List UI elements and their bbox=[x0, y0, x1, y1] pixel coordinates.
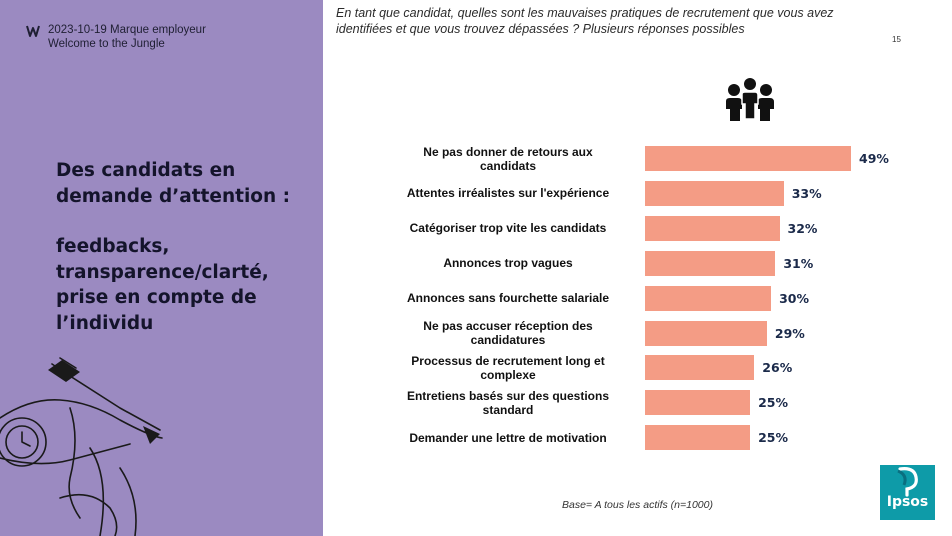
bar-value-label: 49% bbox=[859, 151, 889, 166]
bar-value-label: 25% bbox=[758, 395, 789, 411]
bar-value-label: 32% bbox=[787, 220, 818, 236]
bar-value-label: 29% bbox=[774, 325, 805, 341]
bar-label: Annonces sans fourchette salariale bbox=[383, 291, 633, 305]
bar-value-label: 33% bbox=[791, 185, 822, 201]
bar bbox=[645, 146, 851, 171]
bar-value-label: 26% bbox=[762, 360, 793, 376]
bar-label-line: complexe bbox=[480, 367, 536, 382]
bar-label-line: candidatures bbox=[470, 333, 546, 347]
ipsos-logo-text: Ipsos bbox=[886, 494, 929, 510]
bar bbox=[645, 390, 751, 416]
bar-label: Ne pas accuser réception des candidatures bbox=[383, 319, 633, 347]
bar-value-label: 30% bbox=[779, 290, 810, 306]
date-brand-text: 2023-10-19 Marque employeur bbox=[48, 24, 206, 36]
ipsos-logo: Ipsos bbox=[880, 465, 935, 520]
bar-label: Catégoriser trop vite les candidats bbox=[383, 221, 633, 235]
bar-label: Entretiens basés sur des questions standa… bbox=[383, 389, 633, 417]
bar-label: Demander une lettre de motivation bbox=[383, 431, 633, 445]
headline-line: demande d’attention : bbox=[56, 185, 291, 207]
bar-label: Processus de recrutement long et complexe bbox=[383, 354, 633, 382]
headline-line: feedbacks, bbox=[56, 236, 170, 257]
hand-watch-illustration bbox=[0, 357, 163, 536]
bar-label-line: Ne pas accuser réception des bbox=[423, 319, 593, 333]
headline-line: prise en compte de bbox=[56, 287, 257, 308]
bar-label-line: Entretiens basés sur des questions bbox=[406, 388, 610, 403]
bar-label-line: Demander une lettre de motivation bbox=[409, 430, 607, 445]
headline: Des candidats en demande d’attention : f… bbox=[56, 158, 306, 336]
company-name: Welcome to the Jungle bbox=[48, 38, 165, 50]
bar-value-label: 25% bbox=[758, 430, 789, 446]
bar bbox=[645, 425, 751, 451]
bar bbox=[645, 355, 755, 381]
bar-label-line: Annonces sans fourchette salariale bbox=[406, 291, 610, 306]
bar-label-line: standard bbox=[482, 402, 534, 417]
bar-label: Attentes irréalistes sur l'expérience bbox=[383, 186, 633, 200]
bar-label-line: Attentes irréalistes sur l'expérience bbox=[406, 186, 610, 201]
left-panel: 2023-10-19 Marque employeur Welcome to t… bbox=[0, 0, 323, 536]
bar-value-label: 31% bbox=[783, 255, 814, 271]
bar bbox=[645, 215, 780, 241]
bar bbox=[645, 250, 776, 276]
bar-label-line: Catégoriser trop vite les candidats bbox=[409, 221, 607, 236]
bar-label-line: Ne pas donner de retours aux bbox=[423, 144, 593, 159]
brand-header: 2023-10-19 Marque employeur Welcome to t… bbox=[26, 23, 206, 51]
bar-label: Ne pas donner de retours aux candidats bbox=[383, 145, 633, 173]
bar-label-line: Annonces trop vagues bbox=[443, 256, 573, 271]
bar bbox=[645, 180, 784, 206]
bar bbox=[645, 320, 767, 346]
people-group-icon bbox=[726, 78, 774, 121]
headline-line: transparence/clarté, bbox=[56, 261, 269, 283]
bar bbox=[645, 285, 772, 311]
bar-label-line: candidats bbox=[479, 158, 536, 173]
headline-line: Des candidats en bbox=[56, 160, 236, 181]
survey-question: En tant que candidat, quelles sont les m… bbox=[336, 6, 834, 36]
page-number: 15 bbox=[892, 35, 901, 44]
bar-label: Annonces trop vagues bbox=[383, 256, 633, 270]
base-note: Base= A tous les actifs (n=1000) bbox=[562, 499, 713, 511]
brand-logo-icon bbox=[26, 25, 40, 37]
bar-label-line: Processus de recrutement long et bbox=[411, 353, 605, 368]
headline-line: l’individu bbox=[56, 312, 154, 334]
ipsos-logo-icon bbox=[897, 467, 918, 497]
